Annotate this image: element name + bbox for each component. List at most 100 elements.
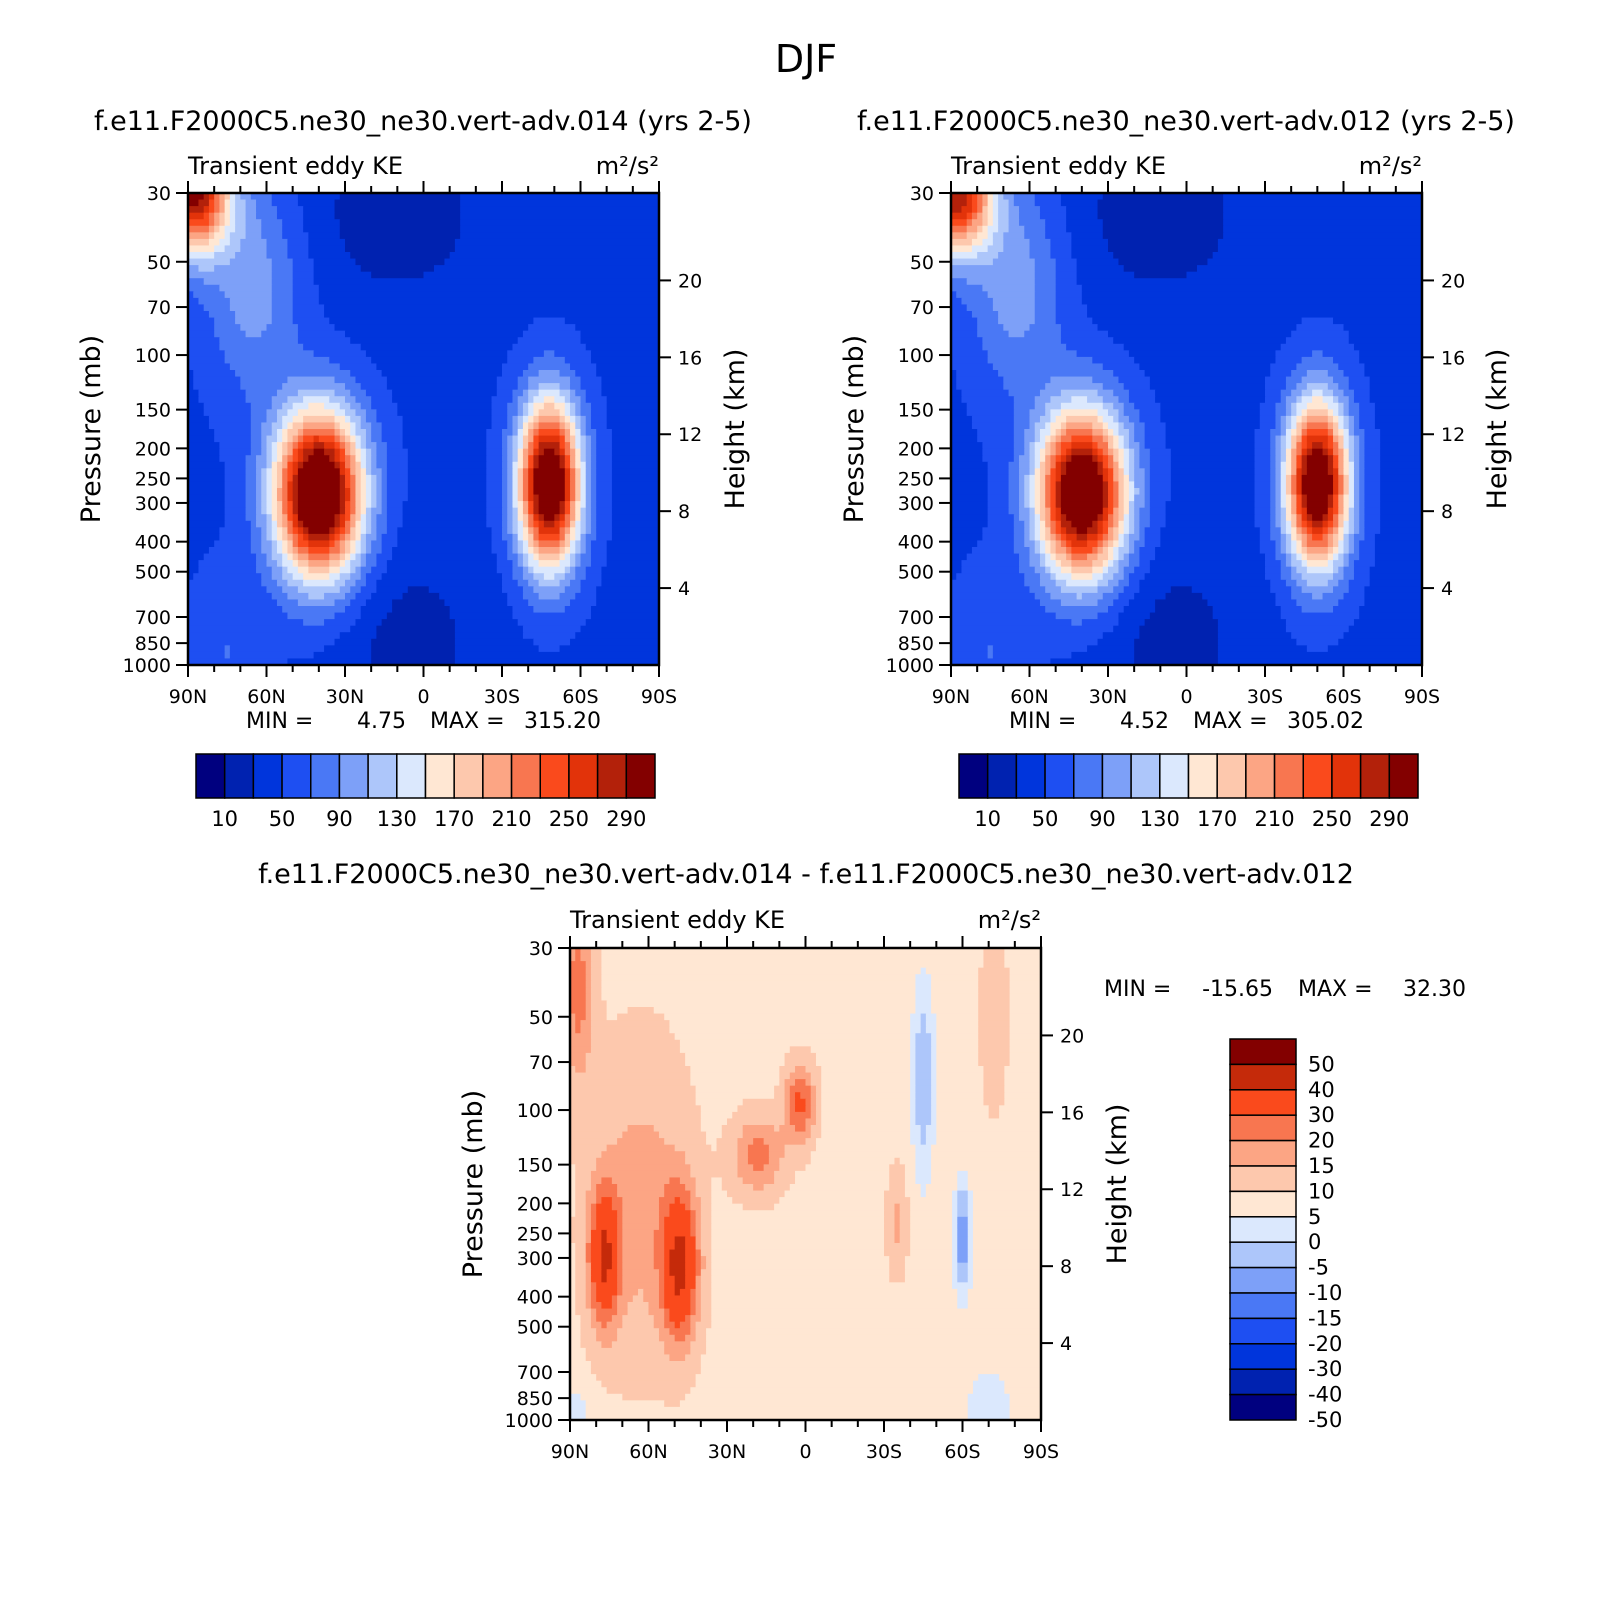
contour-cell xyxy=(1217,238,1422,247)
contour-cell xyxy=(1060,324,1099,332)
contour-cell xyxy=(611,1243,618,1251)
contour-cell xyxy=(564,501,571,509)
contour-cell xyxy=(381,501,388,509)
contour-cell xyxy=(303,225,341,233)
colorbar-label: -10 xyxy=(1308,1281,1342,1305)
contour-cell xyxy=(815,1105,822,1113)
contour-cell xyxy=(570,1256,576,1264)
contour-cell xyxy=(570,1157,597,1165)
contour-cell xyxy=(679,1177,697,1185)
contour-cell xyxy=(674,1236,686,1244)
contour-cell xyxy=(287,252,309,260)
contour-cell xyxy=(590,481,597,489)
contour-cell xyxy=(339,448,346,456)
contour-cell xyxy=(815,1085,822,1093)
contour-cell xyxy=(1254,520,1271,528)
contour-cell xyxy=(575,566,587,574)
contour-cell xyxy=(324,448,336,456)
contour-cell xyxy=(1039,212,1067,220)
contour-cell xyxy=(1306,448,1313,456)
contour-cell xyxy=(261,533,268,542)
contour-cell xyxy=(1118,547,1130,555)
contour-cell xyxy=(350,474,357,483)
contour-cell xyxy=(931,1111,937,1120)
contour-cell xyxy=(1380,461,1422,469)
contour-cell xyxy=(580,1026,592,1034)
contour-cell xyxy=(1102,396,1120,404)
contour-cell xyxy=(1254,461,1271,469)
contour-cell xyxy=(533,553,540,561)
contour-cell xyxy=(345,553,351,561)
contour-cell xyxy=(282,481,289,489)
contour-cell xyxy=(224,651,231,660)
contour-cell xyxy=(250,415,268,424)
contour-cell xyxy=(920,1131,927,1139)
contour-cell xyxy=(742,1098,786,1106)
contour-cell xyxy=(585,343,659,351)
contour-cell xyxy=(559,435,566,443)
contour-cell xyxy=(1055,612,1099,620)
contour-cell xyxy=(1359,606,1422,614)
contour-cell xyxy=(601,1249,613,1257)
contour-cell xyxy=(972,1249,1041,1257)
contour-cell xyxy=(1333,494,1339,502)
contour-cell xyxy=(1322,389,1334,397)
contour-cell xyxy=(1296,540,1303,548)
contour-cell xyxy=(915,1118,932,1126)
contour-cell xyxy=(611,1341,665,1349)
contour-cell xyxy=(297,586,341,594)
contour-cell xyxy=(585,422,592,430)
contour-cell xyxy=(1128,435,1135,443)
contour-cell xyxy=(261,579,278,587)
contour-cell xyxy=(575,1164,597,1172)
contour-cell xyxy=(685,1059,786,1067)
contour-cell xyxy=(1144,429,1167,437)
contour-cell xyxy=(899,1229,911,1238)
contour-cell xyxy=(1301,396,1313,404)
contour-cell xyxy=(596,455,613,463)
contour-cell xyxy=(1128,560,1140,568)
contour-cell xyxy=(1149,507,1167,515)
contour-cell xyxy=(585,1000,592,1008)
contour-cell xyxy=(517,520,524,528)
contour-cell xyxy=(951,297,963,306)
contour-cell xyxy=(235,219,247,227)
contour-cell xyxy=(1296,547,1303,555)
contour-cell xyxy=(685,1256,697,1264)
contour-cell xyxy=(585,468,592,476)
contour-cell xyxy=(570,1052,587,1061)
contour-cell xyxy=(345,429,351,437)
colorbar-label: 15 xyxy=(1308,1154,1335,1178)
contour-cell xyxy=(491,422,508,430)
contour-cell xyxy=(1060,429,1067,437)
contour-cell xyxy=(951,304,968,312)
contour-cell xyxy=(951,238,973,247)
contour-cell xyxy=(570,1393,582,1401)
contour-cell xyxy=(977,206,983,214)
contour-cell xyxy=(308,566,330,574)
min-label: MIN = xyxy=(1009,709,1076,734)
contour-cell xyxy=(517,448,524,456)
contour-cell xyxy=(951,632,1104,640)
contour-cell xyxy=(585,619,659,627)
contour-cell xyxy=(1034,193,1062,201)
contour-cell xyxy=(1055,468,1062,476)
contour-cell xyxy=(1034,547,1041,555)
contour-cell xyxy=(1333,566,1339,574)
colorbar-label: 290 xyxy=(1369,807,1409,831)
contour-cell xyxy=(507,435,514,443)
contour-cell xyxy=(308,553,330,561)
contour-cell xyxy=(951,527,983,535)
contour-cell xyxy=(564,533,571,542)
contour-cell xyxy=(1045,225,1067,233)
min-label: MIN = xyxy=(246,709,313,734)
contour-cell xyxy=(971,199,978,207)
contour-cell xyxy=(596,481,613,489)
contour-cell xyxy=(575,1170,592,1179)
contour-cell xyxy=(1097,638,1135,646)
contour-cell xyxy=(601,1262,613,1270)
contour-cell xyxy=(1369,579,1422,587)
contour-cell xyxy=(1338,429,1345,437)
contour-cell xyxy=(1118,619,1146,627)
